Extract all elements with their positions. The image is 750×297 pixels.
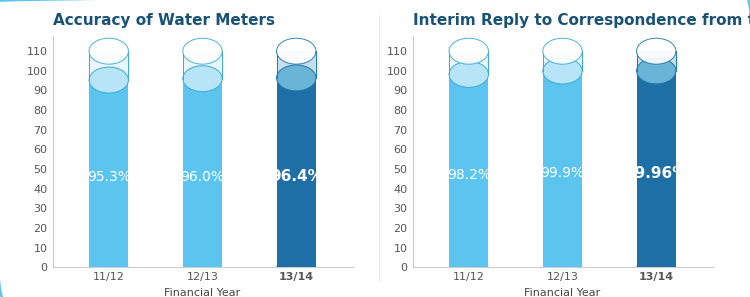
Ellipse shape [449, 38, 488, 64]
Ellipse shape [277, 65, 316, 91]
Bar [449, 74, 488, 267]
Ellipse shape [183, 66, 222, 92]
Ellipse shape [637, 58, 676, 84]
Text: 96.4%: 96.4% [270, 169, 322, 184]
Ellipse shape [277, 38, 316, 64]
Text: 99.96%: 99.96% [625, 165, 688, 181]
Bar [277, 51, 316, 78]
Text: Accuracy of Water Meters: Accuracy of Water Meters [53, 12, 274, 28]
Ellipse shape [89, 38, 128, 64]
Bar [637, 71, 676, 267]
Bar [543, 71, 582, 267]
Ellipse shape [543, 38, 582, 64]
X-axis label: Financial Year: Financial Year [164, 288, 241, 297]
Text: 95.3%: 95.3% [87, 170, 130, 184]
Ellipse shape [637, 254, 676, 280]
X-axis label: Financial Year: Financial Year [524, 288, 601, 297]
Bar [89, 51, 128, 80]
Bar [449, 51, 488, 74]
Text: 96.0%: 96.0% [181, 170, 224, 184]
Bar [543, 51, 582, 71]
Ellipse shape [543, 58, 582, 84]
Ellipse shape [449, 61, 488, 87]
Ellipse shape [277, 254, 316, 280]
Text: 98.2%: 98.2% [447, 168, 491, 182]
Ellipse shape [183, 254, 222, 280]
Bar [637, 51, 676, 71]
Text: Interim Reply to Correspondence from the Public: Interim Reply to Correspondence from the… [413, 12, 750, 28]
Ellipse shape [183, 38, 222, 64]
Bar [277, 78, 316, 267]
Bar [183, 51, 222, 79]
Ellipse shape [89, 254, 128, 280]
Bar [183, 79, 222, 267]
Ellipse shape [89, 67, 128, 93]
Ellipse shape [449, 254, 488, 280]
Ellipse shape [637, 38, 676, 64]
Bar [89, 80, 128, 267]
Text: 99.9%: 99.9% [541, 166, 584, 180]
Ellipse shape [543, 254, 582, 280]
